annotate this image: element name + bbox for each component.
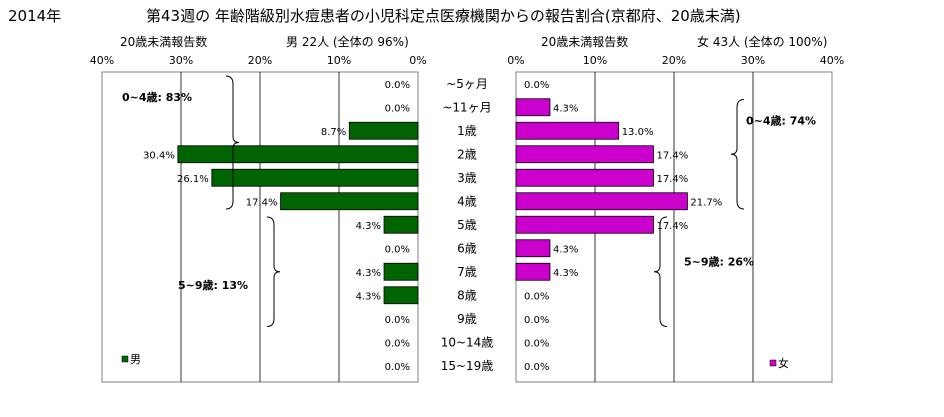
female-bar (515, 192, 688, 211)
female-x-tick-label: 40% (820, 54, 844, 67)
male-bar (383, 262, 419, 281)
female-x-tick-label: 10% (583, 54, 607, 67)
female-data-label: 0.0% (524, 315, 549, 326)
plot-layer: 0% 0% 10% 10% 20% 20% 30% 30% 40% 40% ~5ヶ月 ~11ヶ月 1歳 2… (90, 54, 844, 383)
female-data-label: 4.3% (553, 268, 578, 279)
male-data-label: 8.7% (321, 127, 346, 138)
female-x-tick-label: 20% (662, 54, 686, 67)
male-data-label: 30.4% (143, 150, 175, 161)
male-annotation-5-9: 5~9歳: 13% (178, 278, 248, 292)
female-annotation-0-4: 0~4歳: 74% (746, 113, 816, 127)
category-label: 5歳 (457, 218, 477, 232)
male-data-label: 0.0% (385, 338, 410, 349)
female-axis-label: 20歳未満報告数 (541, 34, 628, 49)
female-data-label: 13.0% (622, 127, 654, 138)
male-legend-swatch (121, 355, 129, 363)
female-bar (515, 98, 551, 117)
female-data-label: 17.4% (656, 150, 688, 161)
female-legend-label: 女 (778, 356, 789, 370)
female-brace-0-4 (730, 99, 745, 210)
female-data-label: 21.7% (690, 197, 722, 208)
category-label: 3歳 (457, 171, 477, 185)
category-label: 15~19歳 (441, 359, 494, 373)
female-data-label: 4.3% (553, 103, 578, 114)
female-bar (515, 121, 620, 140)
male-bar (177, 145, 419, 164)
female-data-label: 17.4% (656, 174, 688, 185)
category-label: 2歳 (457, 147, 477, 161)
female-bar (515, 239, 551, 258)
female-bar (515, 215, 654, 234)
male-x-tick-label: 20% (248, 54, 272, 67)
male-x-tick-label: 0% (409, 54, 426, 67)
male-x-tick-label: 40% (90, 54, 114, 67)
male-panel-title: 男 22人 (全体の 96%) (286, 34, 409, 49)
female-brace-5-9 (653, 216, 668, 327)
category-label: ~5ヶ月 (446, 77, 488, 91)
male-legend-label: 男 (130, 353, 141, 366)
category-label: 4歳 (457, 194, 477, 208)
female-data-label: 0.0% (524, 362, 549, 373)
category-label: 9歳 (457, 312, 477, 326)
male-bar (383, 215, 419, 234)
male-data-label: 0.0% (385, 103, 410, 114)
male-data-label: 17.4% (246, 197, 278, 208)
female-x-tick-label: 0% (507, 54, 524, 67)
category-label: 7歳 (457, 265, 477, 279)
category-label: 10~14歳 (441, 335, 494, 349)
category-label: ~11ヶ月 (442, 100, 491, 114)
male-bar (280, 192, 419, 211)
male-axis-label: 20歳未満報告数 (120, 34, 207, 49)
male-annotation-0-4: 0~4歳: 83% (122, 90, 192, 104)
category-label: 1歳 (457, 124, 477, 138)
female-x-tick-label: 30% (741, 54, 765, 67)
male-bar (348, 121, 419, 140)
male-bar (211, 168, 419, 187)
male-data-label: 0.0% (385, 362, 410, 373)
male-data-label: 4.3% (356, 268, 381, 279)
female-data-label: 0.0% (524, 338, 549, 349)
male-brace-0-4 (225, 75, 240, 210)
category-label: 6歳 (457, 241, 477, 255)
category-label: 8歳 (457, 288, 477, 302)
male-data-label: 26.1% (177, 174, 209, 185)
female-bar (515, 262, 551, 281)
year-label: 2014年 (8, 7, 61, 25)
male-data-label: 0.0% (385, 80, 410, 91)
male-data-label: 0.0% (385, 315, 410, 326)
female-data-label: 17.4% (656, 221, 688, 232)
chart-title: 第43週の 年齢階級別水痘患者の小児科定点医療機関からの報告割合(京都府、20歳… (146, 7, 741, 25)
female-annotation-5-9: 5~9歳: 26% (684, 254, 754, 268)
female-legend-swatch (769, 359, 777, 367)
female-bar (515, 168, 654, 187)
male-data-label: 0.0% (385, 244, 410, 255)
male-x-tick-label: 10% (327, 54, 351, 67)
male-brace-5-9 (266, 216, 281, 327)
male-bar (383, 286, 419, 305)
female-data-label: 0.0% (524, 80, 549, 91)
female-data-label: 0.0% (524, 291, 549, 302)
male-data-label: 4.3% (356, 291, 381, 302)
female-panel-title: 女 43人 (全体の 100%) (697, 34, 827, 49)
female-bar (515, 145, 654, 164)
male-x-tick-label: 30% (169, 54, 193, 67)
female-data-label: 4.3% (553, 244, 578, 255)
male-data-label: 4.3% (356, 221, 381, 232)
